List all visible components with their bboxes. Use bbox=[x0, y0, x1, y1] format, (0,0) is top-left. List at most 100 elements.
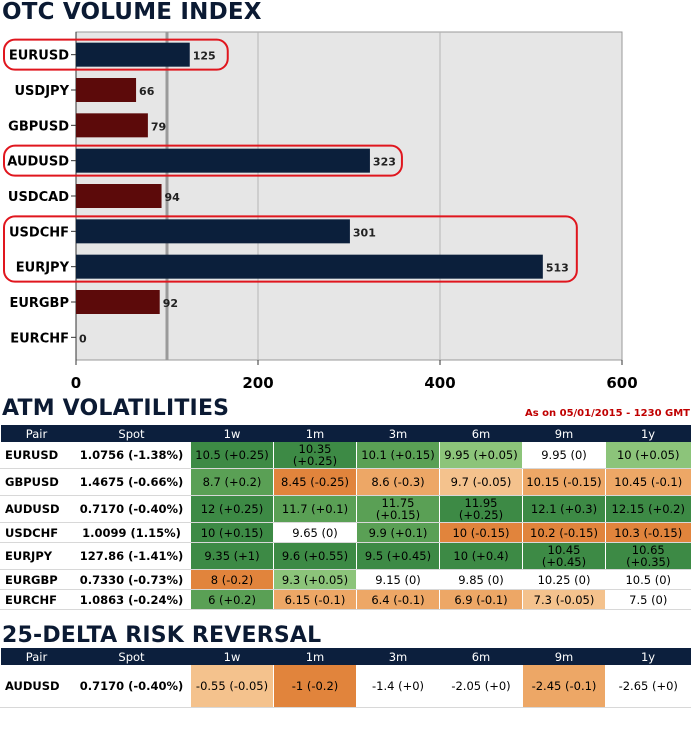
value-cell: 10.3 (-0.15) bbox=[605, 522, 691, 543]
value-cell: 6.15 (-0.1) bbox=[273, 589, 357, 610]
column-header: 1w bbox=[190, 648, 274, 665]
spot-cell: 1.0756 (-1.38%) bbox=[72, 442, 191, 469]
value-cell: 9.7 (-0.05) bbox=[439, 468, 523, 496]
value-cell: 8.45 (-0.25) bbox=[273, 468, 357, 496]
value-cell: 9.65 (0) bbox=[273, 522, 357, 543]
value-cell: 7.3 (-0.05) bbox=[522, 589, 606, 610]
value-cell: 6 (+0.2) bbox=[190, 589, 274, 610]
spot-cell: 0.7170 (-0.40%) bbox=[72, 665, 191, 708]
value-cell: 9.85 (0) bbox=[439, 569, 523, 590]
category-label: USDCHF bbox=[9, 225, 69, 240]
column-header: Spot bbox=[72, 425, 191, 442]
value-cell: 9.9 (+0.1) bbox=[356, 522, 440, 543]
category-label: EURUSD bbox=[9, 49, 69, 64]
category-label: USDCAD bbox=[8, 190, 69, 205]
value-cell: 10.45 (+0.45) bbox=[522, 542, 606, 570]
pair-cell: EURUSD bbox=[0, 442, 73, 469]
value-cell: 11.95 (+0.25) bbox=[439, 495, 523, 523]
value-cell: 11.75 (+0.15) bbox=[356, 495, 440, 523]
pair-cell: EURGBP bbox=[0, 569, 73, 590]
highlight-box bbox=[3, 215, 578, 283]
bar-usdcad bbox=[76, 184, 162, 208]
bar-value-label: 79 bbox=[151, 120, 166, 133]
value-cell: 9.15 (0) bbox=[356, 569, 440, 590]
value-cell: -2.05 (+0) bbox=[439, 665, 523, 708]
x-tick-label: 0 bbox=[71, 374, 81, 392]
bar-value-label: 301 bbox=[353, 226, 376, 239]
pair-cell: GBPUSD bbox=[0, 468, 73, 496]
value-cell: 10 (+0.15) bbox=[190, 522, 274, 543]
column-header: 1w bbox=[190, 425, 274, 442]
x-tick-label: 600 bbox=[606, 374, 637, 392]
risk-reversal-table: Pair Spot 1w 1m 3m 6m 9m 1y AUDUSD 0.7170 (-0.40… bbox=[0, 648, 691, 708]
table-row: EURUSD 1.0756 (-1.38%) 10.5 (+0.25) 10.35 (… bbox=[0, 442, 691, 469]
spot-cell: 1.4675 (-0.66%) bbox=[72, 468, 191, 496]
risk-reversal-title: 25-DELTA RISK REVERSAL bbox=[2, 623, 322, 648]
value-cell: 10.5 (0) bbox=[605, 569, 691, 590]
value-cell: 10.15 (-0.15) bbox=[522, 468, 606, 496]
bar-audusd bbox=[76, 148, 370, 173]
bar-value-label: 92 bbox=[163, 297, 178, 310]
spot-cell: 1.0099 (1.15%) bbox=[72, 522, 191, 543]
bar-usdjpy bbox=[76, 78, 137, 102]
x-tick-label: 400 bbox=[424, 374, 455, 392]
bar-eurjpy bbox=[76, 254, 543, 279]
value-cell: 9.6 (+0.55) bbox=[273, 542, 357, 570]
value-cell: -2.65 (+0) bbox=[605, 665, 691, 708]
table-row: EURCHF 1.0863 (-0.24%) 6 (+0.2) 6.15 (-0.1)… bbox=[0, 589, 691, 610]
value-cell: 11.7 (+0.1) bbox=[273, 495, 357, 523]
value-cell: 9.95 (+0.05) bbox=[439, 442, 523, 469]
bar-value-label: 125 bbox=[193, 50, 216, 63]
category-label: AUDUSD bbox=[7, 155, 69, 170]
value-cell: 10 (+0.05) bbox=[605, 442, 691, 469]
column-header: Pair bbox=[0, 648, 73, 665]
value-cell: -1 (-0.2) bbox=[273, 665, 357, 708]
bar-gbpusd bbox=[76, 113, 148, 138]
category-label: EURJPY bbox=[16, 261, 70, 276]
value-cell: 9.35 (+1) bbox=[190, 542, 274, 570]
category-label: USDJPY bbox=[15, 84, 70, 99]
spot-cell: 1.0863 (-0.24%) bbox=[72, 589, 191, 610]
spot-cell: 0.7170 (-0.40%) bbox=[72, 495, 191, 523]
value-cell: 9.95 (0) bbox=[522, 442, 606, 469]
value-cell: 12.1 (+0.3) bbox=[522, 495, 606, 523]
value-cell: 10.45 (-0.1) bbox=[605, 468, 691, 496]
column-header: 9m bbox=[522, 425, 606, 442]
bar-value-label: 323 bbox=[373, 156, 396, 169]
spot-cell: 0.7330 (-0.73%) bbox=[72, 569, 191, 590]
value-cell: 10.25 (0) bbox=[522, 569, 606, 590]
atm-volatilities-title: ATM VOLATILITIES bbox=[2, 396, 230, 421]
table-row: AUDUSD 0.7170 (-0.40%) -0.55 (-0.05) -1 (-0… bbox=[0, 665, 691, 708]
table-row: USDCHF 1.0099 (1.15%) 10 (+0.15) 9.65 (0) 9.… bbox=[0, 522, 691, 543]
atm-volatility-table: Pair Spot 1w 1m 3m 6m 9m 1y EURUSD 1.0756 (-1.38… bbox=[0, 425, 691, 610]
bar-eurgbp bbox=[76, 290, 160, 314]
table-header-row: Pair Spot 1w 1m 3m 6m 9m 1y bbox=[0, 648, 691, 665]
column-header: 1y bbox=[605, 425, 691, 442]
x-tick-label: 200 bbox=[242, 374, 273, 392]
pair-cell: AUDUSD bbox=[0, 665, 73, 708]
column-header: 1m bbox=[273, 425, 357, 442]
column-header: 9m bbox=[522, 648, 606, 665]
column-header: 6m bbox=[439, 648, 523, 665]
value-cell: 12 (+0.25) bbox=[190, 495, 274, 523]
column-header: 1m bbox=[273, 648, 357, 665]
bar-eurusd bbox=[76, 42, 190, 67]
pair-cell: EURCHF bbox=[0, 589, 73, 610]
value-cell: 10 (-0.15) bbox=[439, 522, 523, 543]
value-cell: -1.4 (+0) bbox=[356, 665, 440, 708]
volume-index-title: OTC VOLUME INDEX bbox=[2, 0, 262, 25]
bar-value-label: 0 bbox=[79, 332, 87, 345]
pair-cell: USDCHF bbox=[0, 522, 73, 543]
pair-cell: EURJPY bbox=[0, 542, 73, 570]
value-cell: 8 (-0.2) bbox=[190, 569, 274, 590]
as-of-timestamp: As on 05/01/2015 - 1230 GMT bbox=[524, 408, 690, 419]
highlight-box bbox=[3, 144, 403, 177]
spot-cell: 127.86 (-1.41%) bbox=[72, 542, 191, 570]
bar-value-label: 513 bbox=[546, 262, 569, 275]
table-row: EURJPY 127.86 (-1.41%) 9.35 (+1) 9.6 (+0.55… bbox=[0, 542, 691, 570]
value-cell: 10 (+0.4) bbox=[439, 542, 523, 570]
table-row: EURGBP 0.7330 (-0.73%) 8 (-0.2) 9.3 (+0.05)… bbox=[0, 569, 691, 590]
value-cell: 10.35 (+0.25) bbox=[273, 442, 357, 469]
bar-value-label: 94 bbox=[165, 191, 181, 204]
value-cell: 8.6 (-0.3) bbox=[356, 468, 440, 496]
